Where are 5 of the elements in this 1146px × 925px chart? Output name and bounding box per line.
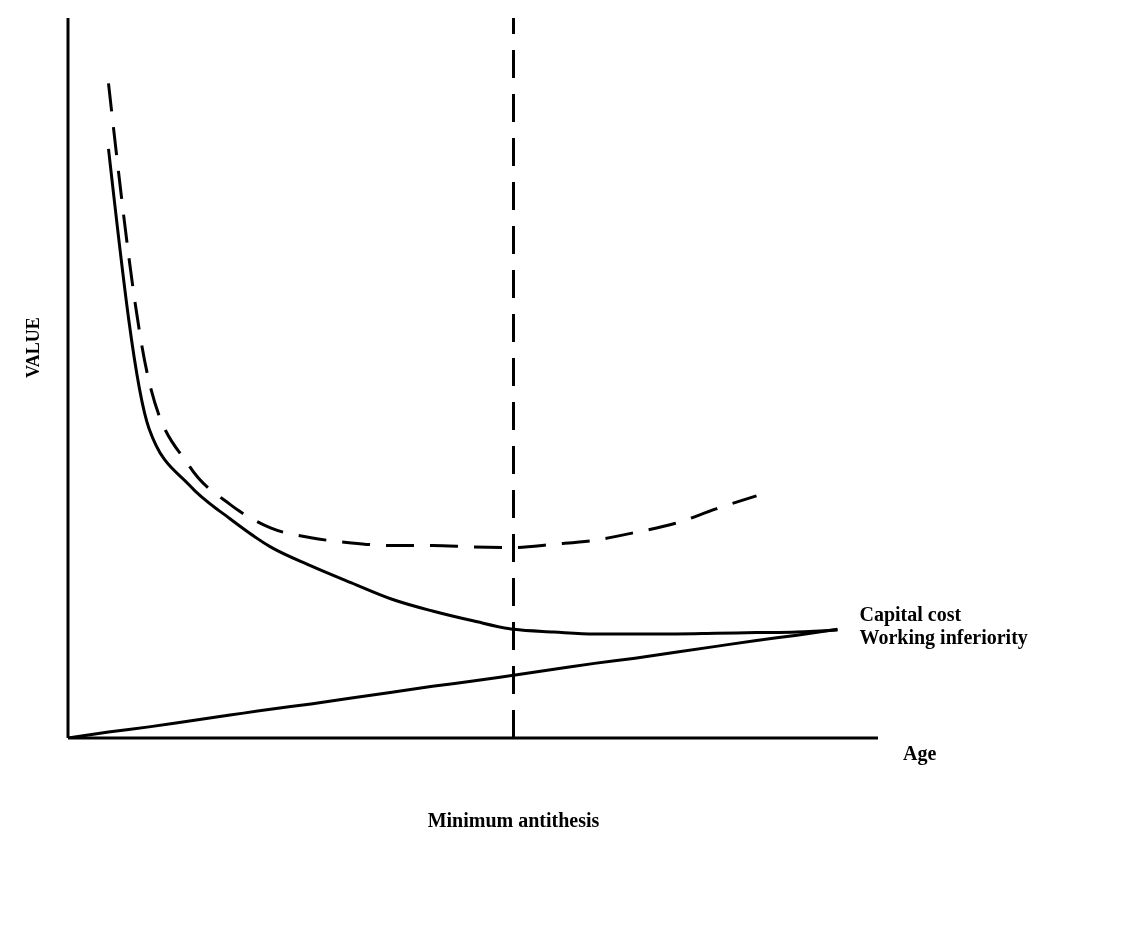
series-label: Working inferiority (859, 626, 1028, 649)
text: Minimum antithesis (427, 809, 600, 832)
x-axis-title: Age (903, 742, 937, 766)
y-axis-title: VALUE (23, 317, 44, 378)
series-label: Capital cost (859, 603, 962, 627)
